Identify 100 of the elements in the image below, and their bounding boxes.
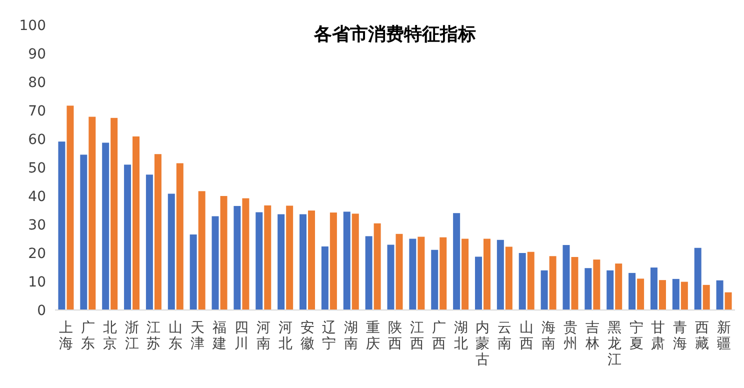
bar bbox=[694, 248, 702, 310]
bar bbox=[66, 106, 74, 310]
bar bbox=[308, 210, 316, 310]
x-tick-label: 新疆 bbox=[717, 320, 732, 352]
x-tick-label: 安徽 bbox=[300, 320, 314, 352]
chart-title: 各省市消费特征指标 bbox=[313, 24, 476, 45]
bar bbox=[365, 236, 372, 310]
x-tick-label: 辽宁 bbox=[322, 320, 336, 352]
bar bbox=[352, 214, 359, 310]
bar bbox=[409, 238, 416, 310]
bar bbox=[58, 142, 66, 310]
x-tick-label: 浙江 bbox=[124, 320, 139, 352]
bar bbox=[80, 154, 88, 310]
bar bbox=[242, 198, 250, 310]
bar bbox=[527, 252, 534, 310]
bar bbox=[110, 118, 118, 310]
x-tick-label: 湖北 bbox=[454, 320, 468, 352]
bar bbox=[453, 213, 460, 310]
bar bbox=[440, 237, 447, 310]
bar bbox=[234, 206, 241, 310]
bar bbox=[190, 234, 197, 310]
bar bbox=[615, 264, 622, 310]
y-tick-label: 20 bbox=[28, 246, 46, 262]
x-tick-label: 广西 bbox=[432, 320, 446, 352]
x-tick-label: 云南 bbox=[498, 320, 512, 352]
bar bbox=[286, 206, 294, 310]
x-tick-label: 黑龙江 bbox=[607, 320, 622, 368]
x-tick-label: 湖南 bbox=[344, 320, 358, 352]
bar bbox=[343, 212, 350, 310]
bar bbox=[321, 246, 328, 310]
bar bbox=[154, 154, 162, 310]
x-tick-label: 山东 bbox=[168, 320, 183, 352]
x-tick-label: 江西 bbox=[410, 320, 424, 352]
bar bbox=[220, 196, 228, 310]
bar bbox=[724, 292, 732, 310]
x-tick-label: 西藏 bbox=[695, 320, 710, 352]
x-tick-label: 广东 bbox=[80, 320, 95, 352]
bar bbox=[256, 212, 263, 310]
bar bbox=[396, 234, 403, 310]
x-tick-label: 吉林 bbox=[584, 320, 600, 352]
bar bbox=[168, 194, 175, 310]
x-tick-label: 福建 bbox=[212, 320, 227, 352]
y-tick-label: 60 bbox=[28, 132, 46, 148]
x-tick-label: 山西 bbox=[520, 320, 534, 352]
bar bbox=[702, 284, 710, 310]
bar bbox=[540, 270, 548, 310]
bar bbox=[496, 240, 504, 310]
x-tick-label: 四川 bbox=[234, 320, 248, 352]
x-tick-label: 贵州 bbox=[563, 320, 578, 352]
x-tick-label: 河北 bbox=[278, 320, 292, 352]
bar bbox=[102, 142, 110, 310]
bar bbox=[593, 260, 600, 310]
bar bbox=[146, 174, 153, 310]
x-tick-label: 重庆 bbox=[366, 320, 380, 352]
x-tick-label: 河南 bbox=[256, 320, 270, 352]
y-tick-label: 90 bbox=[28, 46, 46, 62]
x-tick-label: 天津 bbox=[190, 320, 205, 352]
bar bbox=[431, 250, 438, 310]
bar bbox=[658, 280, 666, 310]
bar bbox=[628, 272, 636, 310]
bar bbox=[562, 245, 570, 310]
bar bbox=[650, 268, 658, 310]
bar bbox=[637, 278, 644, 310]
bar bbox=[680, 282, 688, 310]
bar bbox=[571, 256, 578, 310]
x-tick-label: 上海 bbox=[58, 320, 73, 352]
y-tick-label: 10 bbox=[28, 274, 46, 290]
bar bbox=[483, 238, 490, 310]
bar bbox=[124, 164, 132, 310]
bar bbox=[716, 280, 724, 310]
x-tick-label: 北京 bbox=[102, 320, 117, 352]
bar bbox=[132, 136, 140, 310]
bar bbox=[549, 256, 556, 310]
x-tick-label: 内蒙古 bbox=[476, 320, 490, 368]
x-tick-label: 江苏 bbox=[146, 320, 161, 352]
y-tick-label: 100 bbox=[19, 18, 46, 34]
bar bbox=[278, 214, 285, 310]
bar bbox=[374, 223, 381, 310]
bar bbox=[176, 163, 184, 310]
bar bbox=[418, 236, 425, 310]
y-tick-label: 0 bbox=[37, 303, 46, 319]
x-tick-label: 宁夏 bbox=[629, 320, 644, 352]
bar bbox=[330, 212, 337, 310]
y-tick-label: 40 bbox=[28, 189, 46, 205]
bar bbox=[505, 246, 512, 310]
bar bbox=[462, 238, 469, 310]
x-tick-label: 青海 bbox=[673, 320, 688, 352]
bar bbox=[672, 278, 680, 310]
bar bbox=[212, 216, 219, 310]
y-tick-label: 30 bbox=[28, 218, 46, 234]
bar bbox=[387, 244, 394, 310]
bar bbox=[300, 214, 307, 310]
x-tick-label: 海南 bbox=[542, 320, 556, 352]
y-tick-label: 70 bbox=[28, 104, 46, 120]
bar bbox=[198, 191, 206, 310]
x-tick-label: 陕西 bbox=[388, 320, 402, 352]
bar bbox=[264, 205, 272, 310]
bar bbox=[584, 268, 592, 310]
bar bbox=[518, 253, 526, 310]
bar bbox=[474, 256, 482, 310]
